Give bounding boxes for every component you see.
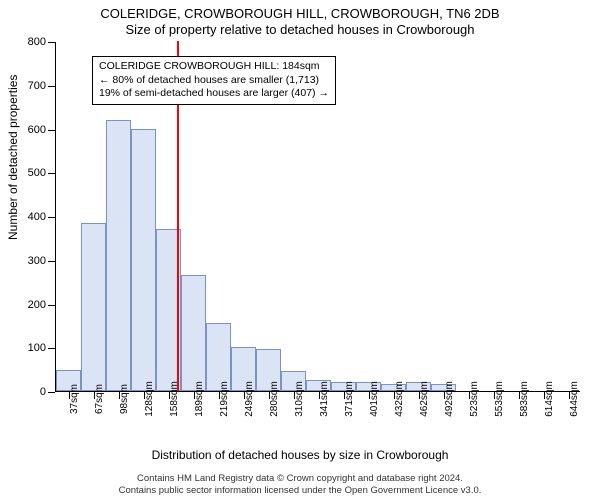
x-tick-label: 553sqm [494, 381, 505, 417]
y-tick-label: 700 [28, 80, 46, 92]
y-tick [48, 392, 55, 393]
x-tick-label: 492sqm [444, 381, 455, 417]
footer-attribution: Contains HM Land Registry data © Crown c… [0, 473, 600, 496]
x-tick-label: 219sqm [219, 381, 230, 417]
x-tick-label: 310sqm [294, 381, 305, 417]
y-tick-label: 500 [28, 167, 46, 179]
y-tick-label: 400 [28, 211, 46, 223]
x-tick-label: 583sqm [519, 381, 530, 417]
x-tick-label: 189sqm [194, 381, 205, 417]
x-tick-label: 128sqm [144, 381, 155, 417]
x-tick-label: 341sqm [319, 381, 330, 417]
x-tick-label: 644sqm [569, 381, 580, 417]
footer-line2: Contains public sector information licen… [0, 485, 600, 496]
y-tick-label: 0 [40, 386, 46, 398]
y-tick [48, 130, 55, 131]
histogram-bar [181, 275, 206, 391]
y-axis-label: Number of detached properties [6, 75, 20, 240]
chart-title-line1: COLERIDGE, CROWBOROUGH HILL, CROWBOROUGH… [0, 6, 600, 21]
annotation-line-3: 19% of semi-detached houses are larger (… [99, 87, 329, 101]
x-tick-label: 371sqm [344, 381, 355, 417]
plot-area: 010020030040050060070080037sqm67sqm98sqm… [55, 42, 580, 392]
x-tick-label: 432sqm [394, 381, 405, 417]
y-tick [48, 348, 55, 349]
x-tick-label: 67sqm [94, 384, 105, 414]
y-tick-label: 200 [28, 299, 46, 311]
chart-container: COLERIDGE, CROWBOROUGH HILL, CROWBOROUGH… [0, 0, 600, 500]
annotation-line-2: ← 80% of detached houses are smaller (1,… [99, 74, 329, 88]
x-tick-label: 462sqm [419, 381, 430, 417]
y-tick [48, 86, 55, 87]
x-tick-label: 98sqm [119, 384, 130, 414]
y-tick [48, 42, 55, 43]
x-tick-label: 523sqm [469, 381, 480, 417]
histogram-bar [106, 120, 131, 391]
histogram-bar [131, 129, 156, 392]
annotation-line-1: COLERIDGE CROWBOROUGH HILL: 184sqm [99, 60, 329, 74]
x-tick-label: 280sqm [269, 381, 280, 417]
y-tick-label: 800 [28, 36, 46, 48]
x-tick-label: 249sqm [244, 381, 255, 417]
x-tick-label: 37sqm [69, 384, 80, 414]
chart-title-line2: Size of property relative to detached ho… [0, 22, 600, 37]
x-axis-label: Distribution of detached houses by size … [0, 448, 600, 462]
y-tick-label: 100 [28, 342, 46, 354]
y-tick-label: 600 [28, 124, 46, 136]
y-tick-label: 300 [28, 255, 46, 267]
y-tick [48, 305, 55, 306]
footer-line1: Contains HM Land Registry data © Crown c… [0, 473, 600, 484]
x-tick-label: 614sqm [544, 381, 555, 417]
annotation-box: COLERIDGE CROWBOROUGH HILL: 184sqm← 80% … [92, 56, 336, 105]
y-tick [48, 173, 55, 174]
y-tick [48, 217, 55, 218]
x-tick-label: 401sqm [369, 381, 380, 417]
histogram-bar [81, 223, 106, 391]
y-tick [48, 261, 55, 262]
